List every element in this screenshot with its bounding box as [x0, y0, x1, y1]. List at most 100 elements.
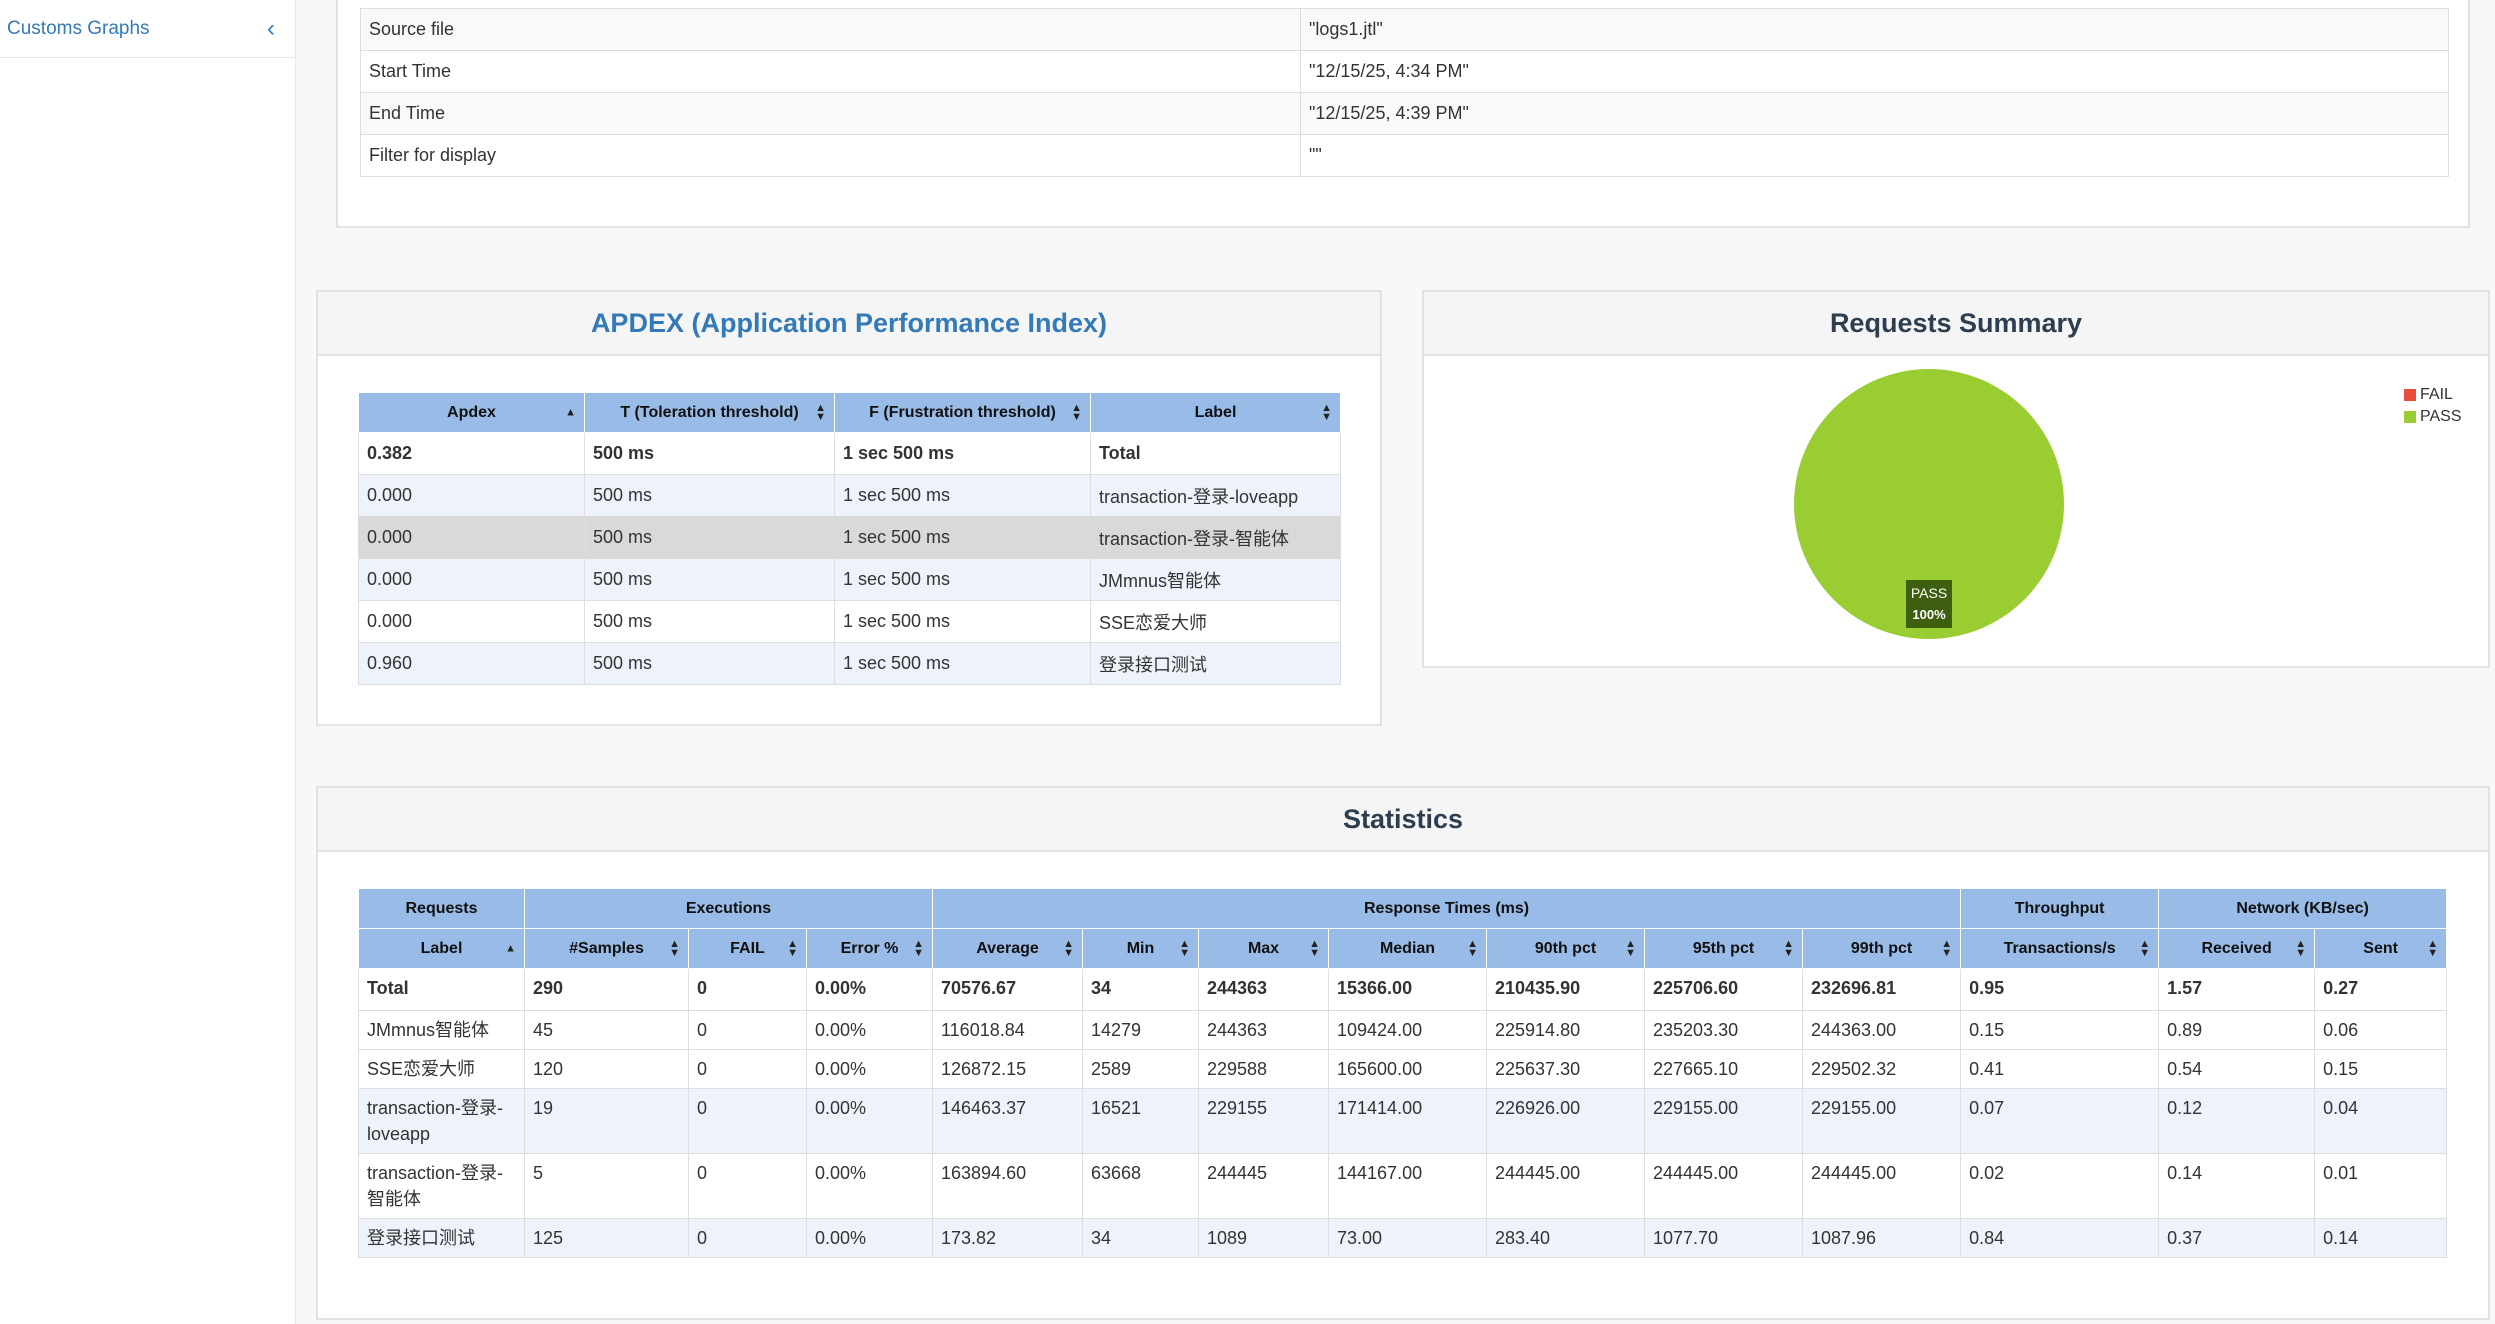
stats-cell: 0.06 [2314, 1010, 2448, 1050]
apdex-title[interactable]: APDEX (Application Performance Index) [318, 292, 1380, 356]
legend-item-pass[interactable]: PASS [2404, 406, 2462, 428]
pie-slice-label: PASS [1911, 585, 1947, 601]
apdex-header-label[interactable]: Label ▲ ▼ [1090, 392, 1341, 433]
stats-cell: 229502.32 [1801, 1049, 1962, 1089]
chevron-left-icon[interactable]: ‹ [267, 14, 275, 42]
table-row: SSE恋爱大师 120 0 0.00% 126872.15 2589 229588 16560… [358, 1049, 2448, 1089]
stats-header-received[interactable]: Received ▲ ▼ [2158, 928, 2316, 969]
stats-cell: 34 [1082, 968, 1199, 1011]
apdex-table: Apdex ▲ T (Toleration threshold) ▲ ▼ F (Fru… [358, 392, 1341, 685]
sort-icon: ▲ ▼ [815, 401, 826, 423]
stats-cell: 232696.81 [1801, 968, 1962, 1011]
stats-cell: 235203.30 [1644, 1010, 1803, 1050]
apdex-row: 0.000 500 ms 1 sec 500 ms JMmnus智能体 [358, 558, 1341, 601]
stats-cell: 5 [524, 1153, 689, 1219]
stats-cell: 171414.00 [1328, 1088, 1487, 1154]
stats-cell: 210435.90 [1486, 968, 1645, 1011]
stats-cell: 116018.84 [932, 1010, 1083, 1050]
stats-cell: 109424.00 [1328, 1010, 1487, 1050]
test-info-table: Source file "logs1.jtl" Start Time "12/1… [360, 8, 2449, 177]
info-value: "" [1300, 134, 2449, 177]
apdex-cell: 1 sec 500 ms [834, 642, 1091, 685]
apdex-cell: 0.000 [358, 558, 585, 601]
stats-header-fail[interactable]: FAIL ▲ ▼ [688, 928, 807, 969]
stats-cell: 19 [524, 1088, 689, 1154]
info-row: End Time "12/15/25, 4:39 PM" [360, 92, 2449, 135]
stats-cell: 2589 [1082, 1049, 1199, 1089]
stats-cell: 244363.00 [1801, 1010, 1962, 1050]
sort-icon: ▲ ▼ [2427, 937, 2439, 959]
info-row: Start Time "12/15/25, 4:34 PM" [360, 50, 2449, 93]
stats-header-90th[interactable]: 90th pct ▲ ▼ [1486, 928, 1645, 969]
stats-cell: 229588 [1198, 1049, 1329, 1089]
apdex-cell: 0.000 [358, 516, 585, 559]
group-header-throughput: Throughput [1960, 888, 2160, 929]
stats-header-error-pct[interactable]: Error % ▲ ▼ [806, 928, 933, 969]
stats-header-samples[interactable]: #Samples ▲ ▼ [524, 928, 689, 969]
statistics-panel: Statistics Requests Executions Response … [316, 786, 2490, 1320]
stats-cell: 0.95 [1960, 968, 2160, 1011]
stats-cell: 1.57 [2158, 968, 2316, 1011]
stats-cell: 0.04 [2314, 1088, 2448, 1154]
stats-cell: 226926.00 [1486, 1088, 1645, 1154]
statistics-title: Statistics [318, 788, 2488, 852]
legend-item-fail[interactable]: FAIL [2404, 384, 2462, 406]
stats-header-sent[interactable]: Sent ▲ ▼ [2314, 928, 2448, 969]
stats-cell: 290 [524, 968, 689, 1011]
stats-cell: 34 [1082, 1218, 1199, 1258]
apdex-cell: 500 ms [584, 600, 835, 643]
sort-icon: ▲ ▼ [1625, 937, 1636, 959]
statistics-header-row: Label ▲ #Samples ▲ ▼ FAIL ▲ ▼ Error % ▲ ▼ Avera… [358, 928, 2448, 969]
stats-header-95th[interactable]: 95th pct ▲ ▼ [1644, 928, 1803, 969]
info-label: Source file [360, 8, 1301, 51]
stats-cell: 225914.80 [1486, 1010, 1645, 1050]
stats-cell: 146463.37 [932, 1088, 1083, 1154]
apdex-cell: 0.000 [358, 474, 585, 517]
stats-cell: 0.00% [806, 1049, 933, 1089]
stats-cell: 163894.60 [932, 1153, 1083, 1219]
table-row: transaction-登录-loveapp 19 0 0.00% 146463.37 1… [358, 1088, 2448, 1154]
group-header-network: Network (KB/sec) [2158, 888, 2448, 929]
stats-header-average[interactable]: Average ▲ ▼ [932, 928, 1083, 969]
apdex-header-frustration[interactable]: F (Frustration threshold) ▲ ▼ [834, 392, 1091, 433]
sort-icon: ▲ ▼ [1321, 401, 1332, 423]
apdex-panel: APDEX (Application Performance Index) Ap… [316, 290, 1382, 726]
stats-cell: 120 [524, 1049, 689, 1089]
stats-header-max[interactable]: Max ▲ ▼ [1198, 928, 1329, 969]
stats-cell: 1089 [1198, 1218, 1329, 1258]
apdex-cell: 1 sec 500 ms [834, 432, 1091, 475]
stats-header-99th[interactable]: 99th pct ▲ ▼ [1801, 928, 1962, 969]
stats-cell: 125 [524, 1218, 689, 1258]
stats-header-transactions[interactable]: Transactions/s ▲ ▼ [1960, 928, 2160, 969]
stats-cell: 63668 [1082, 1153, 1199, 1219]
stats-cell: 73.00 [1328, 1218, 1487, 1258]
apdex-cell: 500 ms [584, 516, 835, 559]
requests-summary-title: Requests Summary [1424, 292, 2488, 356]
sort-icon: ▲ ▼ [1467, 937, 1478, 959]
stats-header-label[interactable]: Label ▲ [358, 928, 525, 969]
info-value: "12/15/25, 4:39 PM" [1300, 92, 2449, 135]
group-header-response-times: Response Times (ms) [931, 888, 1962, 929]
stats-cell: 229155 [1198, 1088, 1329, 1154]
stats-cell: 0.00% [806, 1088, 933, 1154]
sort-icon: ▲ ▼ [1179, 937, 1190, 959]
stats-total-row: Total 290 0 0.00% 70576.67 34 244363 15366.00 21… [358, 968, 2448, 1011]
group-header-executions: Executions [524, 888, 933, 929]
apdex-cell: 1 sec 500 ms [834, 516, 1091, 559]
group-header-requests: Requests [358, 888, 525, 929]
apdex-header-apdex[interactable]: Apdex ▲ [358, 392, 585, 433]
stats-header-min[interactable]: Min ▲ ▼ [1082, 928, 1199, 969]
info-row: Filter for display "" [360, 134, 2449, 177]
stats-cell: transaction-登录-智能体 [358, 1153, 525, 1219]
apdex-header-toleration[interactable]: T (Toleration threshold) ▲ ▼ [584, 392, 835, 433]
stats-cell: 283.40 [1486, 1218, 1645, 1258]
sidebar-item-customs-graphs[interactable]: Customs Graphs ‹ [0, 0, 295, 58]
stats-header-median[interactable]: Median ▲ ▼ [1328, 928, 1487, 969]
table-row: 登录接口测试 125 0 0.00% 173.82 34 1089 73.00 283.40 10… [358, 1218, 2448, 1258]
apdex-cell: transaction-登录-智能体 [1090, 516, 1341, 559]
stats-cell: 244445 [1198, 1153, 1329, 1219]
apdex-cell: 0.960 [358, 642, 585, 685]
apdex-cell: 1 sec 500 ms [834, 474, 1091, 517]
apdex-row: 0.000 500 ms 1 sec 500 ms transaction-登录… [358, 474, 1341, 517]
pie-slice-pass[interactable] [1794, 369, 2064, 639]
